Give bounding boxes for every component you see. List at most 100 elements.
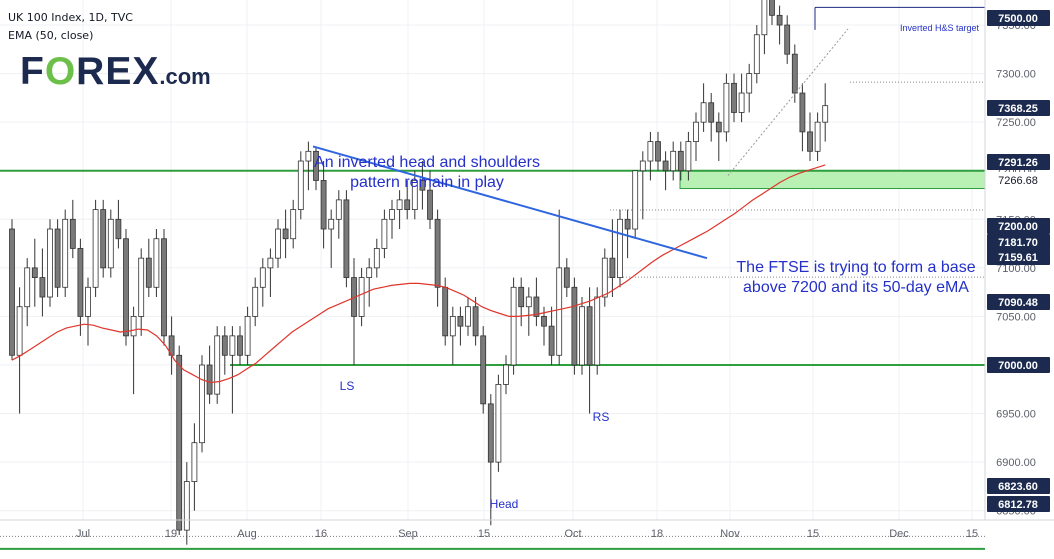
candle-body <box>655 141 661 162</box>
candle-body <box>647 141 654 162</box>
candle-body <box>791 53 798 94</box>
candle-body <box>244 316 251 356</box>
candle-body <box>769 0 775 16</box>
price-label-box <box>987 294 1050 310</box>
candle-body <box>624 218 631 230</box>
ema-line <box>11 164 826 384</box>
price-label-box <box>987 100 1050 116</box>
pattern-text-line2: pattern remain in play <box>350 174 504 191</box>
candle-body <box>480 335 487 405</box>
candle-body <box>746 73 753 94</box>
candle-body <box>290 209 297 240</box>
logo-letter: F <box>20 50 45 93</box>
candle-body <box>16 306 23 356</box>
y-tick-label: 7350.00 <box>996 20 1036 32</box>
price-label-text: 7159.61 <box>998 252 1038 264</box>
x-tick-label: 15 <box>807 528 819 540</box>
candle-body <box>130 316 137 337</box>
candle-body <box>419 180 426 191</box>
candle-body <box>586 306 593 366</box>
candle-body <box>723 82 730 133</box>
price-label-text: 7291.26 <box>998 157 1038 169</box>
candle-body <box>176 354 183 531</box>
price-labels: 7500.00 7368.25 7291.26 7266.68 7200.00 7181.… <box>987 10 1050 512</box>
candle-body <box>343 199 350 278</box>
time-axis: Jul 19 Aug 16 Sep 15 Oct 18 Nov 15 Dec 15 <box>76 528 978 540</box>
candle-body <box>776 14 783 26</box>
candle-body <box>305 150 312 162</box>
candle-body <box>9 228 15 356</box>
support-zone <box>679 170 986 190</box>
candle-body <box>807 131 813 152</box>
candle-body <box>601 257 608 298</box>
candle-body <box>24 267 31 308</box>
candle-body <box>237 335 243 356</box>
candle-body <box>594 296 601 366</box>
candle-body <box>784 24 791 55</box>
x-tick-label: 16 <box>315 528 327 540</box>
candle-body <box>442 286 449 337</box>
candle-body <box>487 403 494 463</box>
price-label-box <box>987 496 1050 512</box>
candle-body <box>799 92 806 133</box>
candle-body <box>548 325 555 356</box>
candle-body <box>54 228 61 288</box>
candle-body <box>411 180 418 210</box>
candle-body <box>503 364 509 385</box>
candle-body <box>373 248 380 269</box>
candle-body <box>472 306 479 337</box>
candle-body <box>31 267 38 278</box>
base-text-line2: above 7200 and its 50-day eMA <box>743 279 969 296</box>
candle-body <box>47 228 53 298</box>
indicator-title: EMA (50, close) <box>8 29 94 42</box>
price-label-text: 7368.25 <box>998 103 1038 115</box>
candle-body <box>161 238 167 337</box>
symbol-title: UK 100 Index, 1D, TVC <box>8 11 133 24</box>
candle-body <box>297 160 304 210</box>
candle-body <box>465 306 471 327</box>
candle-body <box>404 199 411 210</box>
candle-body <box>449 316 456 337</box>
candle-body <box>381 218 388 249</box>
x-tick-label: Sep <box>398 528 418 540</box>
x-tick-label: 19 <box>165 528 177 540</box>
candle-body <box>77 248 84 317</box>
y-tick-label: 7300.00 <box>996 69 1036 81</box>
candle-body <box>366 267 373 278</box>
horizontal-levels <box>0 6 985 550</box>
x-tick-label: 15 <box>478 528 490 540</box>
candle-body <box>389 209 395 220</box>
candle-body <box>715 121 722 133</box>
y-tick-label: 6950.00 <box>996 409 1036 421</box>
candle-body <box>313 150 319 181</box>
logo-wordmark: FOREX <box>20 50 159 93</box>
candle-body <box>814 121 821 152</box>
candle-body <box>199 364 205 444</box>
head-label: Head <box>490 497 519 511</box>
logo-letter: E <box>105 50 133 93</box>
candle-body <box>434 218 441 288</box>
candle-body <box>556 267 563 356</box>
candle-body <box>100 209 107 269</box>
candle-body <box>123 238 129 337</box>
candle-body <box>822 105 829 123</box>
candle-body <box>92 209 99 288</box>
candle-body <box>670 150 677 172</box>
price-label-box <box>987 249 1050 265</box>
candle-body <box>563 267 570 288</box>
candle-body <box>221 335 228 356</box>
candle-body <box>252 286 259 317</box>
price-label-box <box>987 357 1050 373</box>
candle-body <box>138 257 145 317</box>
candle-body <box>153 238 160 288</box>
price-label-text: 6812.78 <box>998 499 1038 511</box>
price-label-box <box>987 154 1050 170</box>
candle-body <box>632 170 639 230</box>
candle-body <box>609 257 616 278</box>
trend-lines <box>312 28 849 260</box>
candle-body <box>738 92 745 113</box>
candle-body <box>259 267 266 288</box>
uptrend-dotted-line <box>727 28 849 176</box>
